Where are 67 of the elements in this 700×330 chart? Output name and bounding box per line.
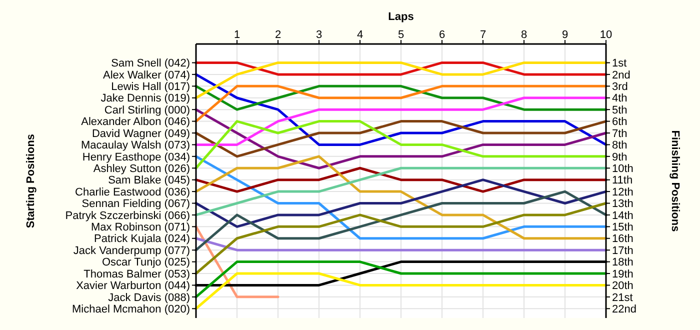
y-tick-label: 15th (612, 222, 634, 234)
y-axis-title: Finishing Positions (669, 130, 681, 232)
y-tick-label: 21st (612, 292, 633, 304)
y-tick-label: 19th (612, 268, 634, 280)
y-tick-label: 12th (612, 186, 634, 198)
text: Michael Mcmahon (020) (72, 303, 190, 316)
text: Carl Stirling (000) (104, 104, 190, 116)
y-tick-label: 9th (612, 151, 628, 164)
y-tick-label: 6th (612, 116, 628, 128)
line-series (194, 166, 608, 216)
text: Thomas Balmer (053) (84, 268, 190, 280)
text: Lewis Hall (017) (111, 81, 190, 94)
line-series (194, 120, 608, 170)
text: David Wagner (049) (92, 128, 190, 140)
x-tick-label: 1 (234, 29, 240, 41)
line-series (194, 73, 608, 146)
x-tick-label: 4 (356, 29, 364, 41)
y-tick-label: 17th (612, 244, 634, 257)
text: Starting Positions (25, 134, 37, 228)
line-series (194, 178, 608, 228)
x-axis-title: Laps (388, 11, 414, 23)
text: Jake Dennis (019) (100, 92, 190, 105)
y-tick-label: 4th (612, 92, 628, 105)
text: Jack Davis (088) (108, 292, 190, 304)
line-series (194, 202, 608, 275)
x-tick-label: 5 (398, 29, 404, 41)
y-tick-label: 14th (612, 210, 634, 222)
text: Charlie Eastwood (036) (75, 186, 190, 198)
line-series (194, 96, 608, 146)
x-tick-label: 3 (316, 29, 322, 41)
y-tick-label: 5th (612, 104, 628, 116)
y-tick-label: 3rd (612, 81, 628, 94)
y-tick-label: 7th (612, 128, 628, 140)
text: Ashley Sutton (026) (93, 162, 190, 175)
x-tick-label: 7 (480, 29, 486, 41)
y-tick-label: 8th (612, 140, 628, 152)
text: Alex Walker (074) (102, 69, 190, 82)
line-series (194, 120, 608, 158)
text: Patryk Szczerbinski (066) (65, 210, 190, 222)
text: Sennan Fielding (067) (82, 198, 190, 210)
line-series (194, 155, 608, 240)
line-series (194, 190, 608, 252)
y-tick-label: 20th (612, 280, 634, 292)
text: Alexander Albon (046) (81, 116, 190, 128)
text: Xavier Warburton (044) (76, 280, 190, 292)
text: Max Robinson (071) (90, 222, 190, 234)
text: Sam Blake (045) (108, 174, 190, 187)
line-series (194, 108, 608, 170)
text: Sam Snell (042) (111, 58, 190, 70)
y-tick-label: 22nd (612, 303, 636, 316)
text: Henry Easthope (034) (82, 151, 190, 164)
text: Macaulay Walsh (073) (80, 140, 190, 152)
y-tick-label: 11th (612, 174, 633, 187)
y-tick-label: 18th (612, 256, 634, 269)
x-tick-label: 8 (520, 29, 528, 41)
x-tick-label: 2 (274, 29, 282, 41)
y-tick-label: 13th (612, 198, 634, 210)
y-tick-label: 16th (612, 233, 634, 246)
x-tick-label: 6 (438, 29, 446, 41)
y-tick-label: 10th (612, 162, 634, 175)
text: Jack Vanderpump (077) (73, 244, 190, 257)
text: Oscar Tunjo (025) (102, 256, 190, 269)
x-tick-label: 10 (600, 29, 612, 41)
y-tick-label: 2nd (612, 69, 630, 82)
y-tick-label: 1st (612, 58, 627, 70)
text: Patrick Kujala (024) (94, 233, 190, 246)
x-tick-label: 9 (562, 29, 568, 41)
